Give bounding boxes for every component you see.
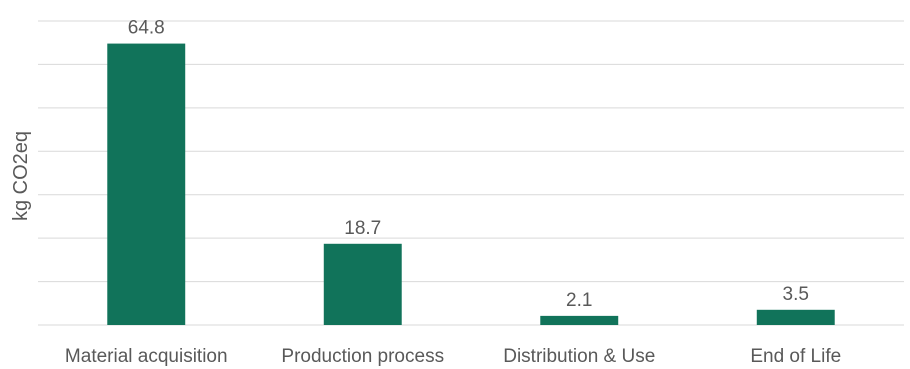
x-tick-label: End of Life <box>750 346 841 367</box>
data-labels: 64.8 18.7 2.1 3.5 <box>128 18 809 311</box>
x-tick-label: Distribution & Use <box>503 346 655 367</box>
bars <box>107 43 835 325</box>
data-label: 18.7 <box>344 218 381 239</box>
x-tick-label: Production process <box>281 346 444 367</box>
data-label: 64.8 <box>128 18 165 39</box>
x-tick-label: Material acquisition <box>65 346 228 367</box>
bar <box>756 309 835 325</box>
bar <box>540 315 619 325</box>
bar <box>323 243 402 325</box>
data-label: 2.1 <box>566 290 592 311</box>
bar <box>107 43 186 325</box>
data-label: 3.5 <box>783 284 809 305</box>
y-axis-title: kg CO2eq <box>10 131 32 221</box>
x-tick-labels: Material acquisition Production process Di… <box>65 346 841 367</box>
